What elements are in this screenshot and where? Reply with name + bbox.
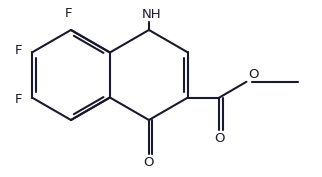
Text: O: O (248, 68, 258, 81)
Text: O: O (214, 132, 225, 145)
Text: F: F (14, 44, 22, 57)
Text: NH: NH (141, 8, 161, 21)
Text: O: O (144, 156, 154, 169)
Text: F: F (14, 93, 22, 106)
Text: F: F (65, 7, 72, 20)
